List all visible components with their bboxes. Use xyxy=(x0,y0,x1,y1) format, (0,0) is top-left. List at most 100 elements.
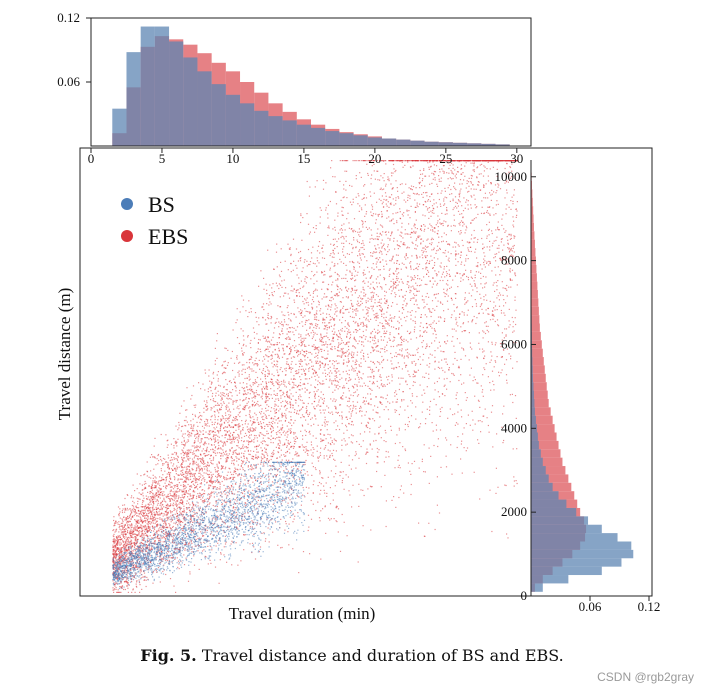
scatter-point xyxy=(203,427,205,429)
scatter-point xyxy=(263,412,265,414)
scatter-point xyxy=(186,508,188,510)
scatter-point xyxy=(388,323,390,325)
scatter-point xyxy=(324,447,326,449)
scatter-point xyxy=(210,545,212,548)
scatter-point xyxy=(294,378,296,380)
scatter-point xyxy=(197,445,199,448)
scatter-point xyxy=(176,505,178,507)
scatter-point xyxy=(513,237,515,239)
scatter-point xyxy=(117,523,119,525)
scatter-point xyxy=(491,270,493,272)
scatter-point xyxy=(311,299,314,301)
scatter-point xyxy=(372,215,374,217)
scatter-point xyxy=(429,223,431,225)
scatter-point xyxy=(350,394,352,396)
scatter-point xyxy=(457,171,459,173)
scatter-point xyxy=(267,432,269,435)
scatter-point xyxy=(275,446,277,448)
scatter-point xyxy=(124,544,126,546)
scatter-point xyxy=(431,286,433,288)
scatter-point xyxy=(183,539,185,541)
scatter-point xyxy=(161,558,163,560)
scatter-point xyxy=(216,333,218,335)
scatter-point xyxy=(426,386,428,388)
scatter-point xyxy=(134,513,136,515)
scatter-point xyxy=(152,480,154,482)
scatter-point xyxy=(461,383,463,385)
scatter-point xyxy=(248,479,250,481)
scatter-point xyxy=(455,264,457,266)
scatter-point xyxy=(264,350,266,352)
scatter-point xyxy=(464,392,466,394)
scatter-point xyxy=(415,300,417,302)
scatter-point xyxy=(473,218,475,220)
scatter-point xyxy=(232,434,234,436)
scatter-point xyxy=(112,589,114,591)
scatter-point xyxy=(289,401,291,404)
scatter-point xyxy=(323,485,325,487)
scatter-point xyxy=(151,485,153,487)
scatter-point xyxy=(336,371,338,373)
scatter-point xyxy=(229,397,231,400)
scatter-point xyxy=(187,451,189,453)
scatter-point xyxy=(315,347,317,349)
scatter-point xyxy=(370,404,372,406)
scatter-point xyxy=(496,236,498,238)
scatter-point xyxy=(431,249,433,251)
scatter-point xyxy=(398,310,400,312)
scatter-point xyxy=(267,455,269,457)
scatter-point xyxy=(244,390,246,392)
scatter-point xyxy=(129,544,131,546)
scatter-point xyxy=(345,296,347,298)
scatter-point xyxy=(231,540,233,542)
scatter-point xyxy=(124,511,126,513)
scatter-point xyxy=(177,484,179,486)
scatter-point xyxy=(351,369,353,371)
scatter-point xyxy=(349,408,351,410)
top-hist-bar xyxy=(353,135,368,146)
scatter-point xyxy=(443,220,445,222)
scatter-point xyxy=(268,351,270,353)
scatter-point xyxy=(166,553,168,555)
scatter-point xyxy=(339,288,341,290)
scatter-point xyxy=(176,485,178,487)
scatter-point xyxy=(513,244,515,247)
scatter-point xyxy=(196,450,198,452)
scatter-point xyxy=(224,430,226,432)
scatter-point xyxy=(377,332,379,334)
scatter-point xyxy=(351,272,353,274)
scatter-point xyxy=(341,160,343,162)
scatter-point xyxy=(290,405,292,407)
scatter-point xyxy=(334,263,336,265)
scatter-point xyxy=(420,242,422,244)
scatter-point xyxy=(484,255,486,257)
scatter-point xyxy=(173,509,175,511)
scatter-point xyxy=(135,572,137,574)
scatter-point xyxy=(391,194,393,196)
scatter-point xyxy=(424,248,427,250)
scatter-point xyxy=(511,196,513,198)
scatter-point xyxy=(396,285,398,287)
scatter-point xyxy=(373,268,375,270)
scatter-point xyxy=(192,460,194,462)
scatter-point xyxy=(287,358,289,360)
scatter-point xyxy=(401,192,403,194)
scatter-point xyxy=(446,293,448,295)
scatter-point xyxy=(431,242,433,244)
scatter-point xyxy=(206,448,208,450)
scatter-point xyxy=(383,332,385,335)
scatter-point xyxy=(288,443,290,445)
scatter-point xyxy=(465,201,467,203)
scatter-point xyxy=(319,310,321,312)
scatter-point xyxy=(341,214,343,216)
scatter-point xyxy=(361,220,363,222)
scatter-point xyxy=(286,473,288,475)
scatter-point xyxy=(404,409,406,411)
scatter-point xyxy=(313,301,315,303)
scatter-point xyxy=(263,363,265,365)
scatter-point xyxy=(506,284,508,287)
scatter-point xyxy=(432,333,434,335)
scatter-point xyxy=(327,433,329,435)
scatter-point xyxy=(310,499,312,502)
scatter-point xyxy=(144,575,146,577)
